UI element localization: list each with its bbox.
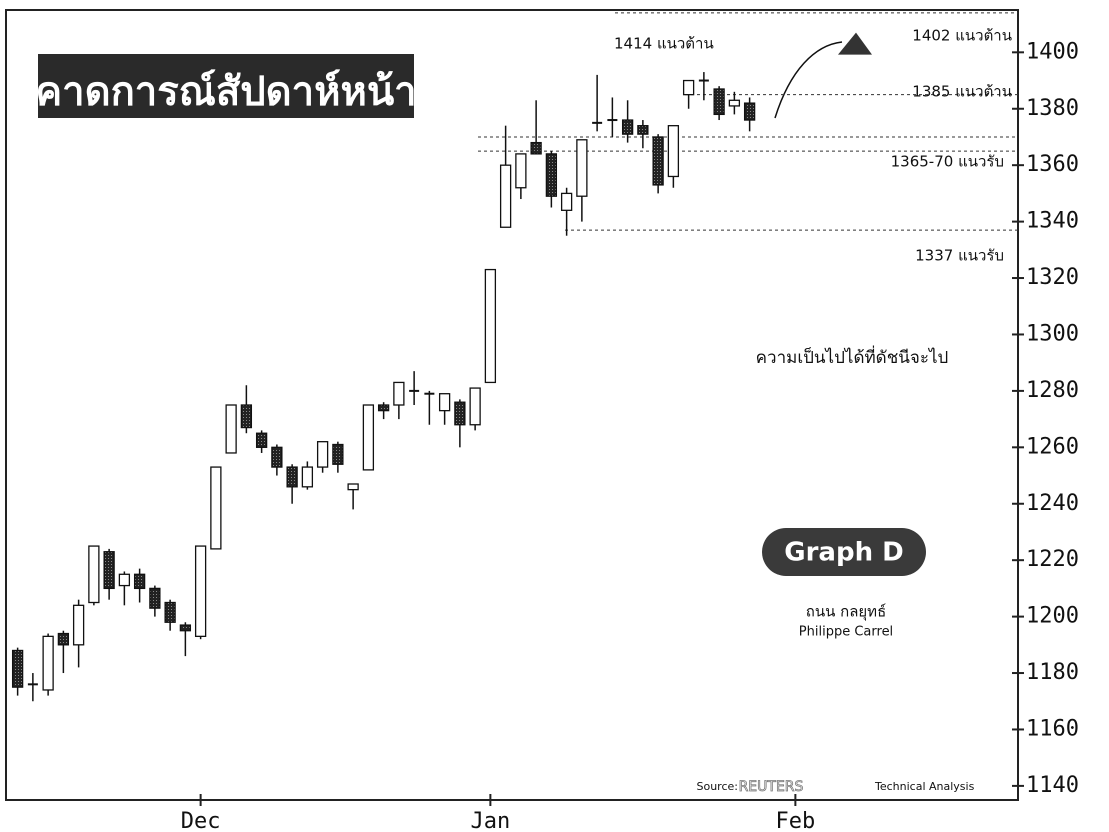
body: [210, 466, 222, 550]
level-label: 1337 แนวรับ: [915, 247, 1004, 265]
annotation: ความเป็นไปได้ที่ดัชนีจะไป: [756, 345, 949, 368]
body: [469, 387, 481, 426]
body: [438, 393, 451, 412]
y-tick-label: 1360: [1026, 152, 1079, 177]
body: [728, 99, 741, 107]
y-tick-label: 1400: [1026, 39, 1079, 64]
y-tick-label: 1320: [1026, 265, 1079, 290]
author-latin: Philippe Carrel: [799, 625, 893, 640]
body: [103, 551, 115, 590]
body: [515, 153, 527, 189]
badge: Graph D: [784, 538, 903, 568]
badge-pill: [762, 528, 926, 576]
body: [484, 268, 497, 384]
level-label: 1365-70 แนวรับ: [891, 153, 1004, 171]
title-box: [38, 54, 414, 118]
source-text: Technical Analysis: [874, 780, 975, 793]
body: [88, 545, 100, 604]
y-tick-label: 1200: [1026, 604, 1079, 629]
body: [652, 136, 664, 186]
y-tick-label: 1160: [1026, 716, 1079, 741]
y-tick-label: 1380: [1026, 96, 1079, 121]
body: [42, 635, 54, 691]
body: [301, 466, 314, 488]
y-tick-label: 1280: [1026, 378, 1079, 403]
body: [149, 587, 161, 609]
level-label: 1385 แนวต้าน: [912, 83, 1012, 101]
source-logo: REUTERS: [739, 779, 804, 795]
body: [621, 119, 634, 135]
body: [133, 573, 146, 590]
body: [377, 404, 390, 412]
body: [57, 632, 70, 646]
y-tick-label: 1340: [1026, 209, 1079, 234]
body: [118, 573, 131, 587]
target-marker: [838, 32, 872, 55]
body: [530, 141, 542, 155]
body: [11, 649, 24, 688]
body: [286, 466, 298, 488]
y-tick-label: 1180: [1026, 660, 1079, 685]
arrow: [774, 41, 843, 119]
y-tick-label: 1140: [1026, 773, 1079, 798]
y-tick-label: 1300: [1026, 321, 1079, 346]
body: [682, 79, 695, 96]
x-tick-label: Jan: [471, 809, 511, 832]
body: [499, 164, 512, 228]
body: [560, 192, 573, 211]
plot-frame: [5, 9, 1019, 801]
body: [347, 483, 359, 491]
body: [393, 381, 405, 406]
target-label: 1402 แนวต้าน: [912, 27, 1012, 45]
body: [576, 139, 588, 197]
y-tick-label: 1220: [1026, 547, 1079, 572]
body: [271, 446, 283, 468]
body: [225, 404, 237, 454]
body: [316, 441, 329, 468]
chart-title: คาดการณ์สัปดาห์หน้า: [35, 69, 416, 115]
author: ถนน กลยุทธ์: [806, 603, 886, 622]
body: [194, 545, 207, 638]
body: [667, 125, 680, 178]
body: [332, 443, 344, 465]
source-label: Source:: [697, 780, 739, 793]
body: [164, 601, 176, 623]
body: [179, 624, 192, 632]
body: [240, 404, 253, 429]
x-tick-label: Dec: [181, 809, 221, 832]
body: [362, 404, 375, 471]
level-label: 1414 แนวต้าน: [614, 35, 714, 53]
body: [545, 153, 558, 197]
y-tick-label: 1240: [1026, 491, 1079, 516]
body: [454, 401, 466, 426]
body: [637, 125, 649, 135]
body: [255, 432, 268, 448]
body: [743, 102, 756, 121]
body: [713, 88, 725, 116]
x-tick-label: Feb: [776, 809, 816, 832]
body: [72, 604, 85, 646]
y-tick-label: 1260: [1026, 434, 1079, 459]
